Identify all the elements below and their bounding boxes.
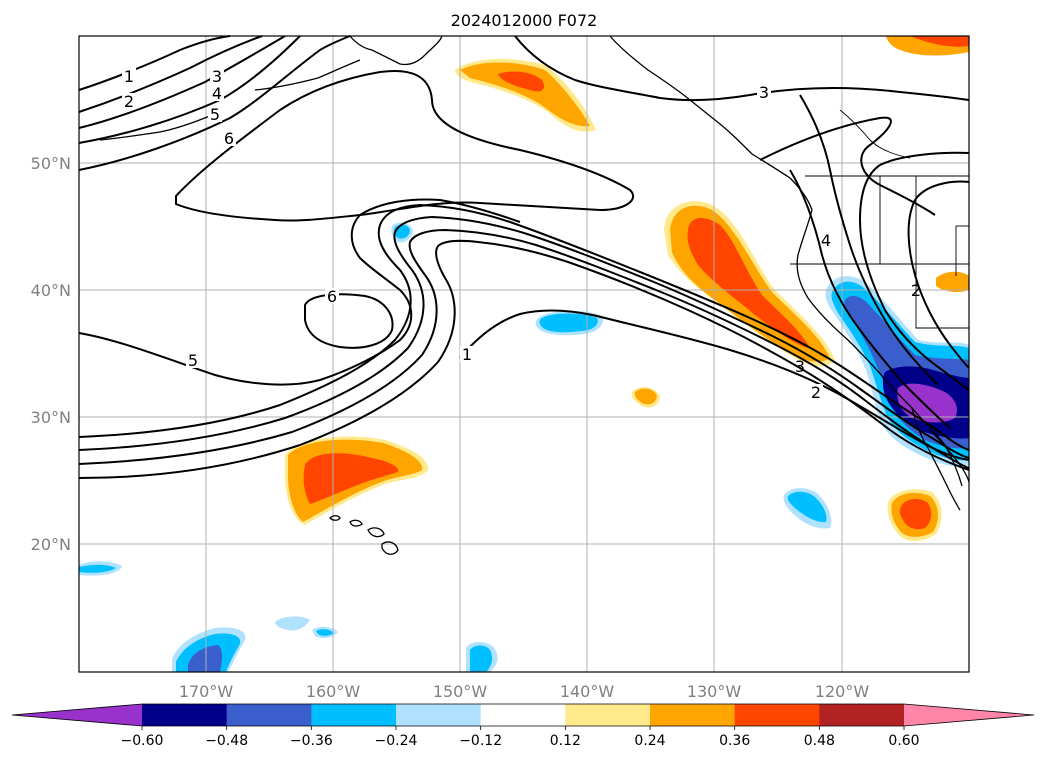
contour-label: 5 bbox=[188, 351, 198, 370]
contours bbox=[78, 35, 970, 479]
colorbar-tick-label: 0.12 bbox=[550, 733, 581, 749]
lon-label: 140°W bbox=[560, 682, 615, 701]
lon-label: 160°W bbox=[306, 682, 361, 701]
map-frame bbox=[78, 35, 970, 673]
lon-label: 150°W bbox=[433, 682, 488, 701]
latitude-labels: 50°N 40°N 30°N 20°N bbox=[31, 154, 71, 554]
contour-label: 6 bbox=[327, 287, 337, 306]
colorbar-extend-high bbox=[904, 704, 1034, 726]
lon-label: 170°W bbox=[179, 682, 234, 701]
contour-label: 6 bbox=[224, 129, 234, 148]
colorbar-bin bbox=[734, 704, 820, 726]
map-title: 2024012000 F072 bbox=[451, 11, 598, 30]
colorbar-bin bbox=[819, 704, 905, 726]
colorbar-tick-label: −0.60 bbox=[121, 733, 164, 749]
colorbar-tick-label: −0.48 bbox=[205, 733, 248, 749]
colorbar: −0.60 −0.48 −0.36 −0.24 −0.12 0.12 0.24 0.36 0.4… bbox=[11, 703, 1035, 749]
contour-label: 4 bbox=[212, 84, 222, 103]
lat-label: 20°N bbox=[31, 535, 71, 554]
lon-label: 120°W bbox=[815, 682, 870, 701]
colorbar-tick-label: −0.12 bbox=[459, 733, 502, 749]
contour-label: 2 bbox=[911, 281, 921, 300]
colorbar-tick-label: 0.24 bbox=[634, 733, 665, 749]
colorbar-tick-label: −0.36 bbox=[290, 733, 333, 749]
shaded-anomalies bbox=[79, 36, 969, 672]
longitude-labels: 170°W 160°W 150°W 140°W 130°W 120°W bbox=[179, 682, 870, 701]
contour-labels: 1 2 3 4 5 6 6 5 1 3 2 3 4 2 bbox=[122, 67, 921, 402]
colorbar-extend-low bbox=[12, 704, 142, 726]
colorbar-bin bbox=[311, 704, 397, 726]
contour-label: 5 bbox=[210, 105, 220, 124]
contour-label: 2 bbox=[124, 92, 134, 111]
graticule bbox=[79, 36, 969, 672]
colorbar-tick-label: −0.24 bbox=[375, 733, 418, 749]
lon-label: 130°W bbox=[687, 682, 742, 701]
colorbar-bin bbox=[480, 704, 566, 726]
contour-label: 3 bbox=[759, 83, 769, 102]
colorbar-bin bbox=[226, 704, 312, 726]
political-borders bbox=[790, 109, 969, 329]
colorbar-bin bbox=[396, 704, 482, 726]
colorbar-bin bbox=[565, 704, 651, 726]
contour-label: 4 bbox=[821, 231, 831, 250]
lat-label: 30°N bbox=[31, 408, 71, 427]
contour-label: 1 bbox=[124, 67, 134, 86]
contour-label: 1 bbox=[462, 345, 472, 364]
lat-label: 50°N bbox=[31, 154, 71, 173]
colorbar-bin bbox=[650, 704, 736, 726]
contour-label: 3 bbox=[795, 357, 805, 376]
colorbar-tick-label: 0.60 bbox=[888, 733, 919, 749]
colorbar-tick-label: 0.48 bbox=[804, 733, 835, 749]
lat-label: 40°N bbox=[31, 281, 71, 300]
contour-label: 2 bbox=[811, 383, 821, 402]
colorbar-bin bbox=[142, 704, 228, 726]
colorbar-tick-label: 0.36 bbox=[719, 733, 750, 749]
coastlines bbox=[99, 35, 970, 555]
map-panel: 1 2 3 4 5 6 6 5 1 3 2 3 4 2 bbox=[78, 35, 970, 673]
contour-label: 3 bbox=[212, 67, 222, 86]
